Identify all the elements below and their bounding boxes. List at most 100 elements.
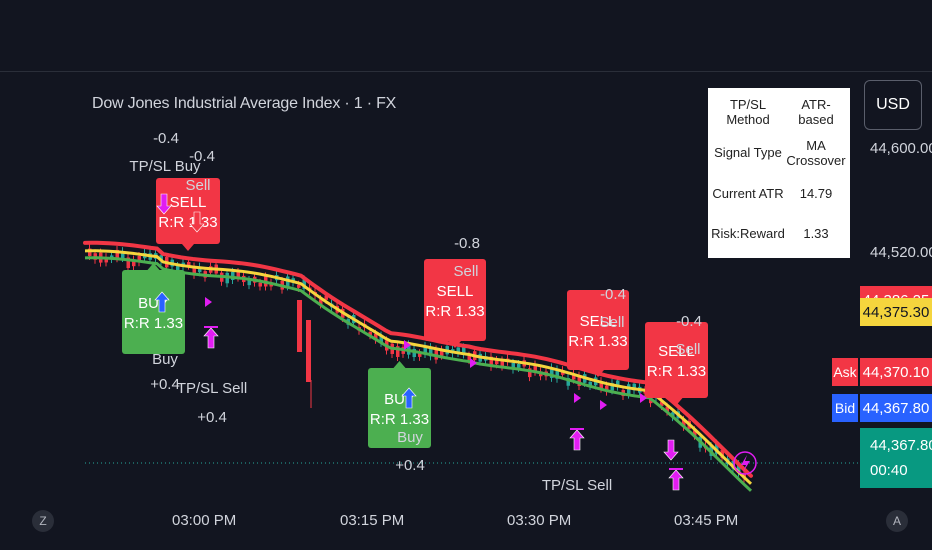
- candle-body: [418, 353, 422, 357]
- candle-body: [627, 384, 631, 395]
- candle-body: [737, 464, 741, 473]
- candle-body: [533, 364, 537, 372]
- buy-label: [122, 270, 185, 354]
- time-tick: 03:30 PM: [507, 512, 572, 529]
- signal-text: Sell: [453, 263, 478, 280]
- candle-body: [682, 419, 686, 427]
- candle-body: [555, 369, 559, 379]
- top-divider: [0, 71, 932, 72]
- candle-body: [511, 362, 515, 370]
- candle-body: [236, 272, 240, 278]
- sell-label-text: R:R 1.33: [425, 303, 484, 320]
- candle-body: [297, 300, 302, 352]
- currency-button[interactable]: USD: [864, 80, 922, 130]
- sell-label-text: R:R 1.33: [647, 363, 706, 380]
- candle-body: [577, 375, 581, 386]
- pnl-text: +0.4: [197, 409, 227, 426]
- candle-body: [115, 249, 119, 259]
- candle-body: [489, 356, 493, 367]
- tpsl-marker: [205, 297, 212, 307]
- sell-label-text: SELL: [580, 313, 617, 330]
- tpsl-text: TP/SL Buy: [129, 158, 201, 175]
- buy-label-text: R:R 1.33: [124, 315, 183, 332]
- tpsl-line: [570, 428, 584, 430]
- price-box-bid: 44,367.80: [860, 394, 932, 422]
- time-tick: 03:15 PM: [340, 512, 405, 529]
- candle-body: [247, 279, 251, 286]
- candle-body: [456, 347, 460, 353]
- ma-slow-line: [83, 240, 753, 478]
- sell-label-text: SELL: [170, 194, 207, 211]
- info-value: MA Crossover: [786, 137, 846, 168]
- pnl-text: -0.4: [189, 148, 215, 165]
- info-key: TP/SL Method: [726, 97, 770, 128]
- tpsl-arrow: [668, 469, 684, 491]
- ma-mid-line: [84, 249, 753, 485]
- price-label: 44,520.00: [870, 244, 932, 261]
- tpsl-arrow: [203, 327, 219, 349]
- candle-body: [550, 367, 554, 378]
- tpsl-arrow: [569, 429, 585, 451]
- candle-body: [423, 345, 427, 355]
- signal-text: Sell: [599, 314, 624, 331]
- candle-body: [599, 381, 603, 389]
- sell-label-pointer: [592, 370, 604, 377]
- candle-body: [671, 412, 675, 418]
- pnl-text: -0.4: [153, 130, 179, 147]
- candle-body: [665, 406, 669, 412]
- signal-text: Buy: [152, 351, 178, 368]
- info-row-signal: Signal Type MA Crossover: [711, 133, 847, 174]
- sell-label-text: SELL: [437, 283, 474, 300]
- buy-arrow: [154, 291, 170, 313]
- signal-text: Sell: [185, 177, 210, 194]
- candle-body: [572, 373, 576, 380]
- lightning-icon-bolt: [741, 455, 750, 472]
- sell-arrow: [189, 211, 205, 233]
- sell-label-pointer: [670, 398, 683, 405]
- symbol-title[interactable]: Dow Jones Industrial Average Index · 1 ·…: [92, 95, 397, 112]
- auto-scale-button[interactable]: A: [886, 510, 908, 532]
- sell-label: [645, 322, 708, 398]
- sell-label-text: R:R 1.33: [158, 214, 217, 231]
- info-key: Current ATR: [712, 185, 784, 201]
- time-tick: 03:45 PM: [674, 512, 739, 529]
- lightning-icon: [733, 451, 757, 475]
- candle-body: [429, 347, 433, 357]
- candle-body: [302, 279, 306, 290]
- candle-body: [440, 349, 444, 356]
- candle-body: [192, 266, 196, 275]
- candle-body: [132, 259, 136, 267]
- strategy-info-table: TP/SL Method ATR-based Signal Type MA Cr…: [708, 88, 850, 258]
- candle-body: [126, 257, 130, 269]
- candle-body: [588, 381, 592, 387]
- tpsl-line: [669, 468, 683, 470]
- candle-body: [319, 299, 323, 305]
- info-row-atr: Current ATR 14.79: [711, 173, 847, 214]
- sell-label-pointer: [449, 341, 461, 348]
- candle-body: [176, 266, 180, 273]
- zoom-z-button[interactable]: Z: [32, 510, 54, 532]
- candle-body: [467, 355, 471, 361]
- tpsl-marker: [404, 340, 411, 350]
- last-price-value: 44,367.80: [870, 437, 932, 454]
- candle-body: [566, 378, 570, 386]
- pnl-text: -0.4: [676, 313, 702, 330]
- candle-body: [104, 257, 108, 263]
- sell-label-pointer: [182, 244, 194, 251]
- candle-body: [660, 401, 664, 406]
- candle-body: [198, 266, 202, 273]
- price-label: 44,600.00: [870, 140, 932, 157]
- pnl-text: -0.8: [454, 235, 480, 252]
- price-box-ma: 44,375.30: [860, 298, 932, 326]
- sell-label: [156, 178, 220, 244]
- candle-body: [306, 320, 311, 382]
- candle-body: [616, 380, 620, 387]
- candle-body: [368, 331, 372, 336]
- tpsl-arrow: [663, 439, 679, 461]
- time-tick: 03:00 PM: [172, 512, 237, 529]
- sell-label-text: R:R 1.33: [568, 333, 627, 350]
- candle-body: [495, 359, 499, 365]
- candle-body: [517, 363, 521, 368]
- bid-tag: Bid: [832, 394, 858, 422]
